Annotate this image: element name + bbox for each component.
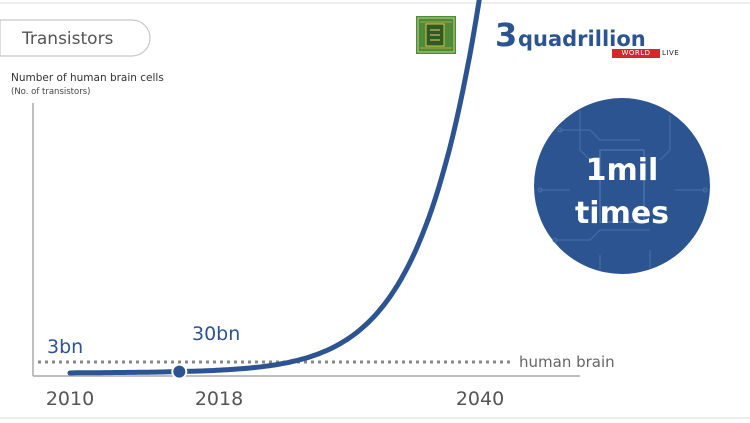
series-line	[67, 0, 482, 376]
tab-pill	[0, 19, 151, 57]
reference-line-label: human brain	[519, 353, 615, 371]
watermark-live: LIVE	[662, 49, 680, 57]
y-axis-title: Number of human brain cells	[11, 72, 164, 84]
x-tick-2018: 2018	[195, 388, 243, 410]
annotation-30bn: 30bn	[192, 323, 240, 345]
y-axis-subtitle: (No. of transistors)	[11, 87, 90, 97]
x-tick-2040: 2040	[456, 388, 504, 410]
badge-line1: 1mil	[586, 153, 659, 188]
headline-number: 3	[495, 16, 517, 54]
data-point-2018	[171, 363, 188, 380]
x-tick-2010: 2010	[46, 388, 94, 410]
badge: 1mil times	[534, 98, 710, 274]
circuit-pattern	[537, 110, 708, 270]
headline-word: quadrillion	[518, 27, 646, 51]
annotation-3bn: 3bn	[47, 336, 83, 358]
chip-icon	[416, 16, 456, 54]
badge-line2: times	[575, 196, 669, 231]
watermark-world: WORLD	[612, 49, 660, 58]
tab-label: Transistors	[21, 29, 114, 49]
